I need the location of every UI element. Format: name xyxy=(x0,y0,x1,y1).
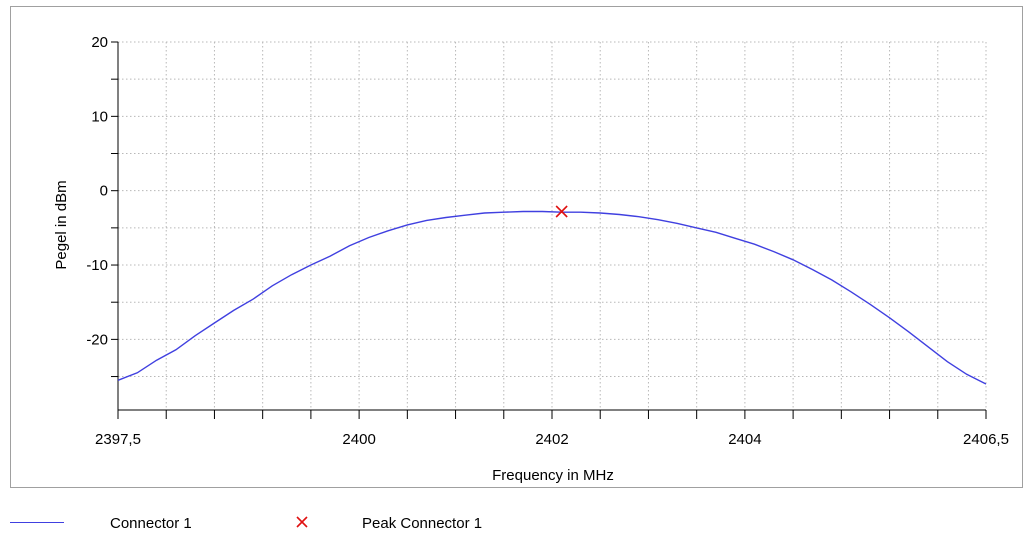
legend-label-peak-connector-1: Peak Connector 1 xyxy=(362,514,483,532)
legend: Connector 1 Peak Connector 1 xyxy=(0,508,1033,538)
y-tick-label: 20 xyxy=(91,34,108,51)
y-axis-title: Pegel in dBm xyxy=(53,180,70,269)
grid-layer xyxy=(118,41,987,410)
legend-item-connector-1: Connector 1 xyxy=(110,508,192,538)
x-tick-label: 2406,5 xyxy=(963,431,1009,448)
x-tick-label: 2397,5 xyxy=(95,431,141,448)
y-tick-label: 0 xyxy=(100,183,108,200)
legend-line-connector-1 xyxy=(10,522,64,523)
legend-x-marker-icon xyxy=(296,516,308,528)
peak-marker-stroke xyxy=(555,205,568,218)
x-tick-label: 2404 xyxy=(728,431,761,448)
plot-frame xyxy=(10,6,1023,488)
legend-label-connector-1: Connector 1 xyxy=(110,514,192,532)
axes-layer: 2397,5 2400 2402 2404 2406,5 20 10 0 -10 -20 xyxy=(86,34,1009,448)
y-tick-label: -10 xyxy=(86,257,108,274)
series-line-connector-1 xyxy=(117,210,987,385)
x-tick-label: 2400 xyxy=(342,431,375,448)
y-tick-label: -20 xyxy=(86,331,108,348)
chart: 2397,5 2400 2402 2404 2406,5 20 10 0 -10 -20 Freq… xyxy=(53,34,1009,484)
y-tick-label: 10 xyxy=(91,108,108,125)
x-axis-title: Frequency in MHz xyxy=(492,467,614,484)
peak-marker xyxy=(555,205,568,218)
legend-item-peak-connector-1: Peak Connector 1 xyxy=(362,508,482,538)
series-layer xyxy=(117,205,987,385)
x-tick-label: 2402 xyxy=(535,431,568,448)
